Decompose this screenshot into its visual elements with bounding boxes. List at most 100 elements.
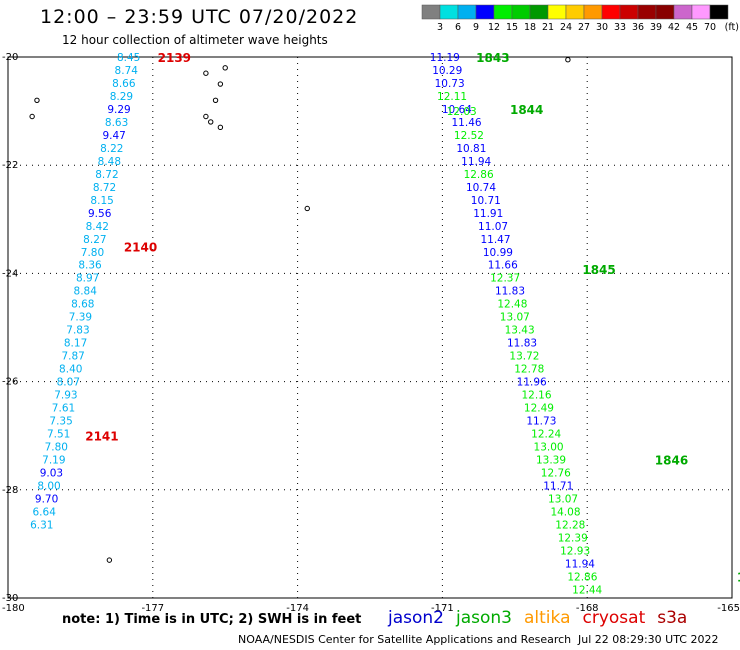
swh-value: 12.11 bbox=[437, 91, 467, 103]
swh-value: 9.03 bbox=[40, 467, 63, 479]
colorbar-swatch bbox=[511, 4, 531, 20]
colorbar-swatch bbox=[637, 4, 657, 20]
colorbar-tick-label: 18 bbox=[524, 22, 536, 33]
x-tick-label: -177 bbox=[141, 603, 164, 614]
x-tick-label: -180 bbox=[2, 603, 25, 614]
swh-value: 8.27 bbox=[83, 234, 106, 246]
swh-value: 12.24 bbox=[531, 429, 561, 441]
island-outline bbox=[29, 113, 35, 120]
pass-time-label: 1844 bbox=[510, 103, 543, 117]
colorbar-swatch bbox=[709, 4, 729, 20]
colorbar-tick-label: 21 bbox=[542, 22, 554, 33]
swh-value: 7.87 bbox=[61, 351, 84, 363]
pass-time-label: 1846 bbox=[655, 454, 688, 468]
swh-value: 7.61 bbox=[52, 403, 75, 415]
island-outline bbox=[34, 97, 40, 103]
colorbar-swatch bbox=[583, 4, 603, 20]
swh-value: 7.19 bbox=[42, 455, 65, 467]
swh-value: 12.86 bbox=[464, 169, 494, 181]
swh-value: 10.64 bbox=[442, 104, 472, 116]
island-outline bbox=[106, 557, 113, 563]
swh-value: 8.00 bbox=[37, 480, 60, 492]
swh-value: 10.74 bbox=[466, 182, 496, 194]
colorbar-swatch bbox=[691, 4, 711, 20]
colorbar-tick-label: 6 bbox=[455, 22, 461, 33]
colorbar-swatch bbox=[493, 4, 513, 20]
x-tick-label: -174 bbox=[286, 603, 309, 614]
swh-value: 9.70 bbox=[35, 493, 58, 505]
y-tick-label: -22 bbox=[2, 160, 18, 171]
swh-value: 12.03 bbox=[447, 106, 477, 118]
colorbar-swatch bbox=[529, 4, 549, 20]
legend-cryosat: cryosat bbox=[582, 608, 646, 628]
swh-value: 11.94 bbox=[461, 156, 491, 168]
island-outline bbox=[208, 119, 214, 125]
island-outline bbox=[222, 65, 228, 71]
colorbar-tick-label: 42 bbox=[668, 22, 680, 33]
swh-value: 8.07 bbox=[57, 377, 80, 389]
swh-value: 10.73 bbox=[435, 78, 465, 90]
swh-value: 12.49 bbox=[524, 403, 554, 415]
island-outline bbox=[304, 205, 310, 212]
swh-value: 14.08 bbox=[550, 506, 580, 518]
colorbar-swatch bbox=[619, 4, 639, 20]
swh-value: 7.35 bbox=[49, 416, 72, 428]
y-tick-label: -30 bbox=[2, 593, 18, 604]
swh-value: 12.76 bbox=[541, 467, 571, 479]
footer-note: note: 1) Time is in UTC; 2) SWH is in fe… bbox=[62, 612, 362, 627]
swh-value: 11.46 bbox=[452, 117, 482, 129]
swh-value: 10.71 bbox=[471, 195, 501, 207]
swh-value: 7.80 bbox=[81, 247, 104, 259]
legend-s3a: s3a bbox=[657, 608, 688, 628]
colorbar-swatch bbox=[439, 4, 459, 20]
colorbar-swatch bbox=[475, 4, 495, 20]
swh-value: 8.42 bbox=[86, 221, 109, 233]
swh-value: 11.91 bbox=[473, 208, 503, 220]
swh-value: 7.51 bbox=[47, 429, 70, 441]
swh-value: 11.83 bbox=[495, 286, 525, 298]
chart-title: 12:00 – 23:59 UTC 07/20/2022 bbox=[40, 6, 359, 28]
y-tick-label: -20 bbox=[2, 52, 18, 63]
x-tick-label: -168 bbox=[576, 603, 599, 614]
swh-value: 8.29 bbox=[110, 91, 133, 103]
island-outline bbox=[203, 113, 209, 120]
swh-value: 8.72 bbox=[93, 182, 116, 194]
swh-value: 12.28 bbox=[555, 519, 585, 531]
swh-value: 8.22 bbox=[100, 143, 123, 155]
swh-value: 8.36 bbox=[78, 260, 102, 272]
swh-value: 11.96 bbox=[517, 377, 547, 389]
swh-value: 12.93 bbox=[560, 545, 590, 557]
x-tick-label: -165 bbox=[717, 603, 740, 614]
legend-jason3: jason3 bbox=[456, 608, 512, 628]
swh-value: 11.83 bbox=[507, 338, 537, 350]
swh-value: 12.86 bbox=[567, 571, 597, 583]
swh-value: 8.48 bbox=[98, 156, 121, 168]
swh-value: 11.71 bbox=[543, 480, 573, 492]
colorbar-swatch bbox=[457, 4, 477, 20]
colorbar-swatch bbox=[655, 4, 675, 20]
swh-value: 13.00 bbox=[534, 442, 564, 454]
colorbar-tick-label: 39 bbox=[650, 22, 662, 33]
swh-value: 10.29 bbox=[432, 65, 462, 77]
swh-value: 11.19 bbox=[430, 52, 460, 64]
swh-value: 13.07 bbox=[500, 312, 530, 324]
swh-value: 12.78 bbox=[514, 364, 544, 376]
chart-subtitle: 12 hour collection of altimeter wave hei… bbox=[62, 33, 328, 47]
swh-value: 12.44 bbox=[572, 584, 602, 596]
island-outline bbox=[212, 97, 219, 103]
legend-altika: altika bbox=[524, 608, 571, 628]
x-tick-label: -171 bbox=[431, 603, 454, 614]
swh-value: 11.94 bbox=[565, 558, 595, 570]
colorbar-swatch bbox=[601, 4, 621, 20]
island-outline bbox=[203, 70, 209, 76]
swh-value: 12.39 bbox=[558, 532, 588, 544]
colorbar-tick-label: 9 bbox=[473, 22, 479, 33]
swh-value: 8.84 bbox=[74, 286, 98, 298]
colorbar-tick-label: 3 bbox=[437, 22, 443, 33]
pass-time-label: 2139 bbox=[158, 51, 191, 65]
pass-time-label: 1847 bbox=[737, 570, 740, 584]
colorbar-tick-label: 30 bbox=[596, 22, 608, 33]
swh-value: 8.72 bbox=[95, 169, 118, 181]
plot-frame bbox=[7, 56, 733, 599]
pass-time-label: 1843 bbox=[476, 51, 509, 65]
